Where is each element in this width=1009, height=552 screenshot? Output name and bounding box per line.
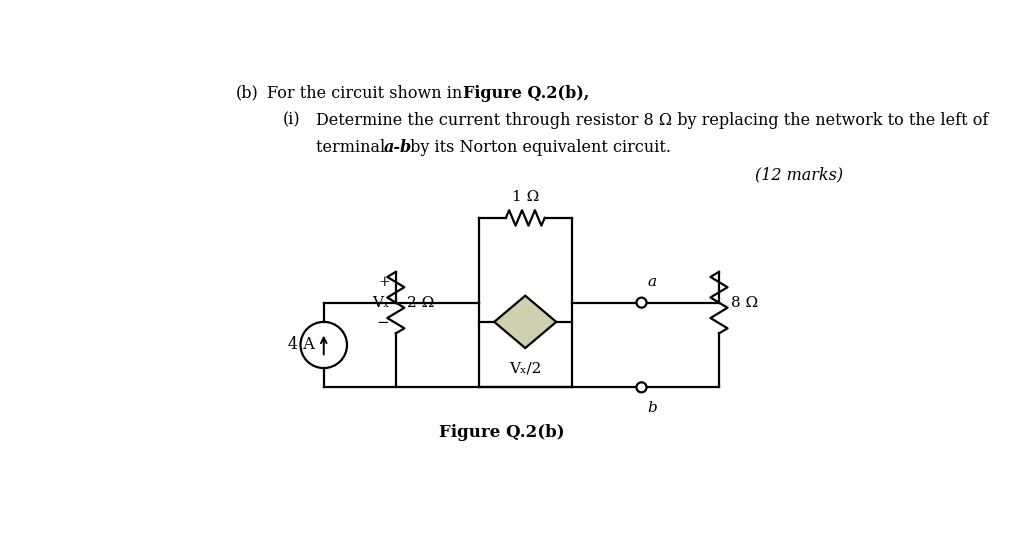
Text: +: + — [378, 275, 389, 289]
Text: 4 A: 4 A — [288, 337, 315, 353]
Text: a-b: a-b — [383, 139, 412, 156]
Text: (i): (i) — [283, 112, 301, 129]
Text: Figure Q.2(b),: Figure Q.2(b), — [463, 84, 589, 102]
Text: Determine the current through resistor 8 Ω by replacing the network to the left : Determine the current through resistor 8… — [316, 112, 989, 129]
Text: 2 Ω: 2 Ω — [407, 296, 434, 310]
Text: 1 Ω: 1 Ω — [512, 190, 539, 204]
Text: For the circuit shown in: For the circuit shown in — [267, 84, 467, 102]
Text: a: a — [648, 275, 657, 289]
Text: b: b — [648, 401, 658, 415]
Text: Vₓ: Vₓ — [372, 296, 389, 310]
Text: 8 Ω: 8 Ω — [732, 296, 759, 310]
Text: (b): (b) — [236, 84, 259, 102]
Text: (12 marks): (12 marks) — [755, 166, 843, 183]
Text: Figure Q.2(b): Figure Q.2(b) — [439, 423, 565, 440]
Text: −: − — [377, 316, 389, 331]
Text: Vₓ/2: Vₓ/2 — [510, 362, 542, 376]
Polygon shape — [494, 296, 556, 348]
Text: terminal: terminal — [316, 139, 390, 156]
Circle shape — [637, 383, 647, 392]
Circle shape — [637, 298, 647, 307]
Text: by its Norton equivalent circuit.: by its Norton equivalent circuit. — [406, 139, 671, 156]
